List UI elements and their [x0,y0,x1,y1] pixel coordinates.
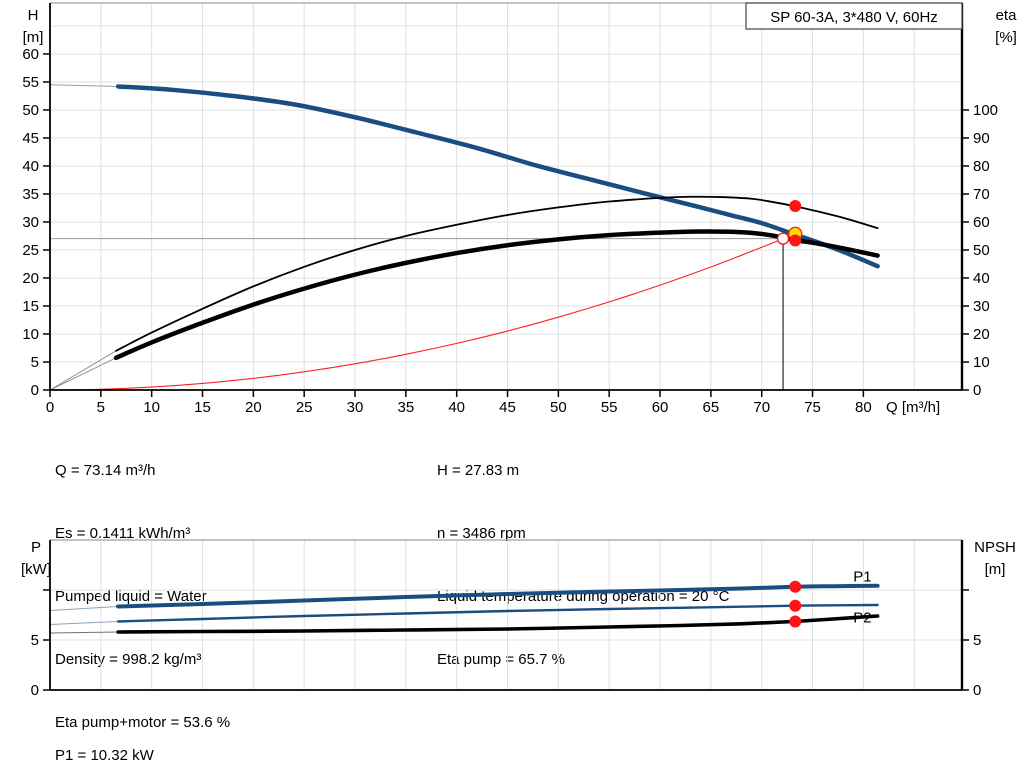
x-tick-label: 65 [703,399,720,416]
p2-curve [116,603,879,623]
info-line: H = 27.83 m [437,462,520,479]
x-tick-label: 0 [46,399,54,416]
x-tick-label: 15 [194,399,211,416]
system-curve [49,238,784,391]
y-right-tick-label: 0 [973,682,981,699]
eta-pump-motor-lead [49,357,117,391]
y-left-tick-label: 20 [22,270,39,287]
duty-open-circle [776,232,790,245]
x-tick-label: 5 [97,399,105,416]
chart-title: SP 60-3A, 3*480 V, 60Hz [770,9,938,26]
x-tick-label: 45 [499,399,516,416]
y-right-tick-label: 10 [973,354,990,371]
power-npsh-chart: 0 5 0 5 P [kW] NPSH [m] P1 P2 [21,539,1016,699]
hq-curve [115,84,880,269]
x-axis-title: Q [m³/h] [886,399,940,416]
eta-pump-motor-dot [789,234,802,247]
power-info: P1 = 10.32 kW P2 = 8.43 kW NPSH = 6.85 m [55,703,160,781]
eta-pump-curve [115,195,879,352]
y-right-tick-label: 5 [973,632,981,649]
series-label-p1: P1 [853,569,871,586]
duty-info-left: Q = 73.14 m³/h Es = 0.1411 kWh/m³ Pumped… [55,418,230,754]
info-line: Eta pump+motor = 53.6 % [55,714,231,731]
y-left-axis-title: [kW] [21,561,51,578]
info-line: Es = 0.1411 kWh/m³ [55,525,191,542]
y-left-tick-label: 25 [22,242,39,259]
y-right-axis-title: [%] [995,29,1017,46]
y-left-tick-label: 5 [31,632,39,649]
info-line: P1 = 10.32 kW [55,747,154,764]
x-tick-label: 50 [550,399,567,416]
p2-lead [49,621,119,625]
x-tick-label: 35 [398,399,415,416]
y-left-tick-label: 55 [22,74,39,91]
y-left-tick-label: 10 [22,326,39,343]
y-right-tick-label: 0 [973,382,981,399]
npsh-dot [789,615,802,628]
y-left-axis-title: P [31,539,41,556]
y-left-tick-label: 45 [22,130,39,147]
series-label-p2: P2 [853,610,871,627]
y-left-tick-label: 5 [31,354,39,371]
y-right-tick-label: 80 [973,158,990,175]
x-tick-label: 20 [245,399,262,416]
y-right-tick-label: 20 [973,326,990,343]
title-box [745,2,963,30]
p1-dot [789,580,802,593]
y-left-tick-label: 30 [22,214,39,231]
hq-eta-chart: 0 5 10 15 20 25 30 35 40 45 50 55 60 65 70 75 80 0 5 10 15 20… [22,2,1018,416]
p2-dot [789,599,802,612]
y-right-tick-label: 30 [973,298,990,315]
y-left-tick-label: 35 [22,186,39,203]
info-line: Pumped liquid = Water [55,588,207,605]
p1-curve [116,583,880,609]
info-line: Eta pump = 65.7 % [437,651,565,668]
npsh-lead [49,631,119,634]
x-tick-label: 10 [143,399,160,416]
y-right-axis-title: [m] [985,561,1006,578]
y-left-axis-title: [m] [23,29,44,46]
x-tick-label: 25 [296,399,313,416]
x-tick-label: 80 [855,399,872,416]
hq-lead [49,84,119,87]
y-left-tick-label: 0 [31,682,39,699]
y-left-tick-label: 60 [22,46,39,63]
y-right-tick-label: 100 [973,102,998,119]
x-tick-label: 55 [601,399,618,416]
y-right-tick-label: 50 [973,242,990,259]
y-left-tick-label: 50 [22,102,39,119]
y-left-tick-label: 0 [31,382,39,399]
x-tick-label: 40 [448,399,465,416]
y-left-tick-label: 40 [22,158,39,175]
x-tick-label: 30 [347,399,364,416]
eta-pump-dot [789,200,802,213]
x-tick-label: 75 [804,399,821,416]
info-line: n = 3486 rpm [437,525,526,542]
y-right-tick-label: 70 [973,186,990,203]
y-right-tick-label: 90 [973,130,990,147]
gridlines [50,540,962,690]
info-line: Q = 73.14 m³/h [55,462,156,479]
y-right-tick-label: 60 [973,214,990,231]
y-left-axis-title: H [28,7,39,24]
y-right-axis-title: eta [996,7,1018,24]
x-tick-label: 60 [652,399,669,416]
y-right-tick-label: 40 [973,270,990,287]
y-left-tick-label: 15 [22,298,39,315]
x-tick-label: 70 [753,399,770,416]
eta-pump-lead [49,350,117,391]
y-right-axis-title: NPSH [974,539,1016,556]
info-line: Density = 998.2 kg/m³ [55,651,202,668]
p1-lead [49,606,119,611]
